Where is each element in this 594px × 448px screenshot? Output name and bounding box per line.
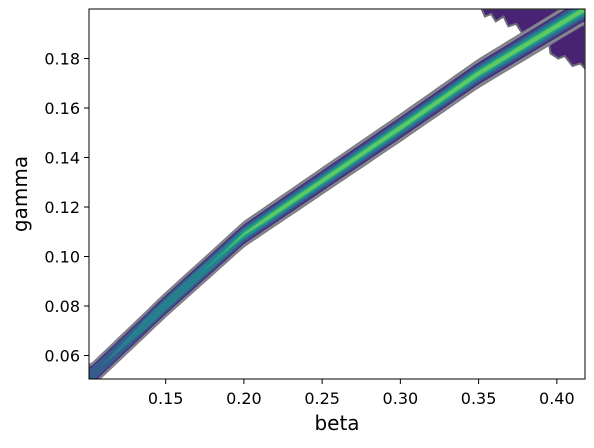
y-tick-label: 0.16: [44, 99, 80, 118]
y-tick-label: 0.12: [44, 198, 80, 217]
y-tick-label: 0.06: [44, 346, 80, 365]
x-tick-label: 0.20: [226, 389, 262, 408]
y-axis-ticks: 0.06 0.08 0.10 0.12 0.14 0.16 0.18: [44, 49, 89, 365]
y-tick-label: 0.14: [44, 148, 80, 167]
contour-band-level-3: [100, 9, 585, 368]
y-tick-label: 0.10: [44, 247, 80, 266]
x-tick-label: 0.35: [461, 389, 497, 408]
x-tick-label: 0.30: [383, 389, 419, 408]
contour-band-level-2: [89, 9, 585, 379]
x-tick-label: 0.25: [304, 389, 340, 408]
plot-frame: [88, 8, 586, 380]
x-tick-label: 0.15: [148, 389, 184, 408]
y-axis-label: gamma: [8, 156, 32, 232]
y-tick-label: 0.08: [44, 297, 80, 316]
x-tick-label: 0.40: [539, 389, 575, 408]
contour-fills: [89, 9, 585, 379]
contour-band-level-4: [200, 9, 585, 274]
x-axis-ticks: 0.15 0.20 0.25 0.30 0.35 0.40: [148, 379, 575, 408]
x-axis-label: beta: [314, 411, 359, 435]
y-tick-label: 0.18: [44, 49, 80, 68]
